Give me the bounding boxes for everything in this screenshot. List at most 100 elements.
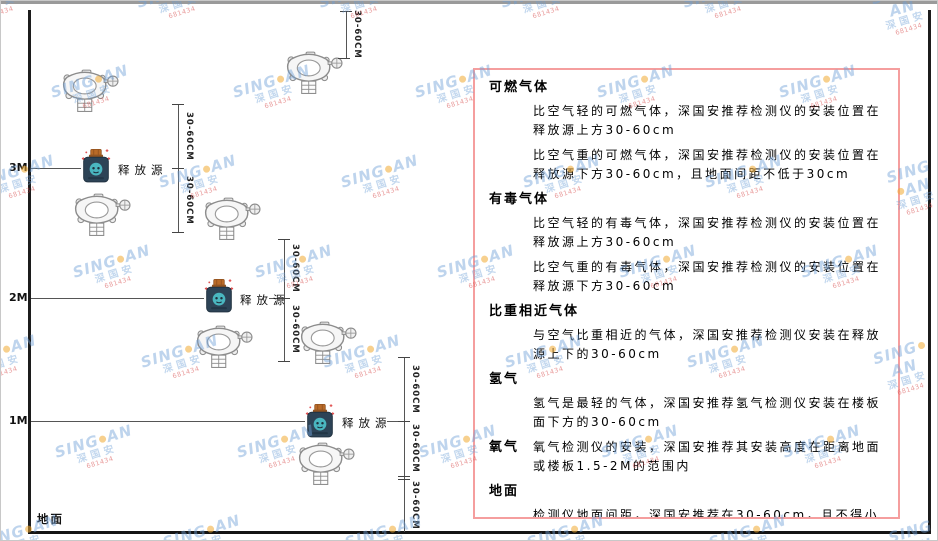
watermark-dot-icon [280, 434, 290, 443]
gas-detector-icon [61, 69, 119, 117]
panel-section: 地面检测仪地面间距，深国安推荐在30-60cm，且不得小于30cm，因为过低容易… [489, 482, 886, 519]
level-line-3m [31, 168, 81, 169]
panel-section-heading: 地面 [489, 484, 520, 499]
panel-section-paragraph: 比空气重的有毒气体，深国安推荐检测仪的安装位置在释放源下方30-60cm [533, 260, 882, 293]
watermark-brand-text: SING [0, 341, 6, 372]
watermark-cn-text: 深国安 [0, 352, 24, 376]
watermark-dot-icon [916, 340, 926, 350]
gas-detector-icon [73, 193, 131, 241]
watermark-code-text: 681434 [0, 364, 19, 381]
watermark-dot-icon [384, 164, 394, 173]
watermark-cn-text: 深国安 [166, 528, 246, 540]
panel-section: 比重相近气体 与空气比重相近的气体，深国安推荐检测仪安装在释放源上下的30-60c… [489, 302, 886, 363]
dimension-label: 30-60CM [410, 364, 420, 414]
watermark-dot-icon [202, 164, 212, 173]
panel-section-paragraph: 氧气检测仪的安装，深国安推荐其安装高度在距离地面或楼板1.5-2M的范围内 [533, 440, 882, 473]
watermark-cn-text: 深国安 [93, 262, 138, 286]
watermark-brand-text: SING [412, 71, 462, 102]
watermark-code-text: 681434 [103, 274, 133, 291]
dimension-label: 30-60CM [410, 424, 420, 473]
panel-section-paragraph: 比空气轻的可燃气体，深国安推荐检测仪的安装位置在释放源上方30-60cm [533, 104, 882, 137]
panel-section: 可燃气体比空气轻的可燃气体，深国安推荐检测仪的安装位置在释放源上方30-60cm… [489, 78, 886, 183]
panel-section-heading: 氧气 [489, 440, 520, 455]
watermark-dot-icon [184, 344, 194, 353]
watermark-code-text: 681434 [905, 201, 935, 218]
watermark-dot-icon [2, 344, 12, 353]
dimension-label: 30-60CM [290, 305, 300, 354]
watermark-brand-text: SING [70, 251, 120, 282]
level-line-2m [31, 298, 204, 299]
watermark-brand-text: AN [304, 241, 335, 266]
panel-section-paragraph: 比空气重的可燃气体，深国安推荐检测仪的安装位置在释放源下方30-60cm，且地面… [533, 148, 882, 181]
release-source-label: 释放源 [240, 293, 290, 307]
watermark-brand-text: AN [8, 331, 39, 356]
axis-label-2m: 2M [9, 291, 28, 304]
watermark-cn-text: 深国安 [75, 442, 120, 466]
watermark-brand-text: AN [390, 151, 421, 176]
dimension-line [346, 11, 347, 58]
dimension-tick [172, 232, 184, 233]
watermark-brand-text: SING [416, 431, 466, 462]
panel-section-paragraph: 检测仪地面间距，深国安推荐在30-60cm，且不得小于30cm，因为过低容易水溅… [533, 508, 880, 519]
connector-1m [387, 421, 402, 422]
panel-section-paragraph: 氢气是最轻的气体，深国安推荐氢气检测仪安装在楼板面下方的30-60cm [533, 396, 882, 429]
dimension-tick [398, 476, 410, 477]
dimension-tick [278, 361, 290, 362]
panel-section-heading: 有毒气体 [489, 192, 550, 207]
dimension-tick [278, 298, 290, 299]
watermark-brand-text: SING [338, 161, 388, 192]
watermark-dot-icon [98, 434, 108, 443]
watermark-code-text: 681434 [85, 454, 115, 471]
panel-section: 氧气 氧气检测仪的安装，深国安推荐其安装高度在距离地面或楼板1.5-2M的范围内 [489, 438, 886, 475]
gas-detector-icon [285, 51, 343, 99]
dimension-label: 30-60CM [410, 481, 420, 530]
watermark-brand-text: AN [904, 534, 934, 540]
watermark-brand-text: AN [104, 421, 135, 446]
watermark-brand-text: SING [234, 431, 284, 462]
watermark-code-text: 681434 [349, 4, 379, 21]
panel-section-paragraph: 比空气轻的有毒气体，深国安推荐检测仪的安装位置在释放源上方30-60cm [533, 216, 882, 249]
watermark-code-text: 681434 [0, 4, 15, 21]
dimension-line [284, 239, 285, 361]
watermark-dot-icon [116, 254, 126, 263]
dimension-tick [172, 168, 184, 169]
release-source-label: 释放源 [342, 416, 392, 430]
panel-section-paragraph: 与空气比重相近的气体，深国安推荐检测仪安装在释放源上下的30-60cm [533, 328, 882, 361]
dimension-label: 30-60CM [352, 10, 362, 59]
watermark-code-text: 681434 [531, 4, 561, 21]
watermark-brand-text: SING [52, 431, 102, 462]
watermark-brand-text: SING [138, 341, 188, 372]
panel-section: 有毒气体比空气轻的有毒气体，深国安推荐检测仪的安装位置在释放源上方30-60cm… [489, 190, 886, 295]
watermark-dot-icon [276, 74, 286, 83]
right-wall-line [928, 10, 931, 534]
ground-label: 地面 [37, 512, 64, 526]
watermark-brand-text: AN [122, 241, 153, 266]
watermark-dot-icon [462, 434, 472, 443]
dimension-tick [398, 421, 410, 422]
dimension-tick [398, 357, 410, 358]
dimension-label: 30-60CM [184, 175, 194, 225]
watermark-brand-text: AN [372, 331, 403, 356]
watermark-dot-icon [458, 74, 468, 83]
ceiling-line [1, 1, 937, 4]
dimension-tick [340, 11, 352, 12]
watermark-code-text: 681434 [713, 4, 743, 21]
ground-line [28, 531, 931, 534]
gas-detector-icon [299, 321, 357, 369]
watermark-dot-icon [366, 344, 376, 353]
panel-section: 氢气 氢气是最轻的气体，深国安推荐氢气检测仪安装在楼板面下方的30-60cm [489, 370, 886, 431]
release-source-label: 释放源 [118, 163, 168, 177]
watermark-cn-text: 深国安 [530, 528, 610, 540]
panel-section-heading: 可燃气体 [489, 80, 550, 95]
watermark-cn-text: 深国安 [712, 528, 792, 540]
watermark-brand-text: SING [230, 71, 280, 102]
connector-2m [269, 298, 282, 299]
